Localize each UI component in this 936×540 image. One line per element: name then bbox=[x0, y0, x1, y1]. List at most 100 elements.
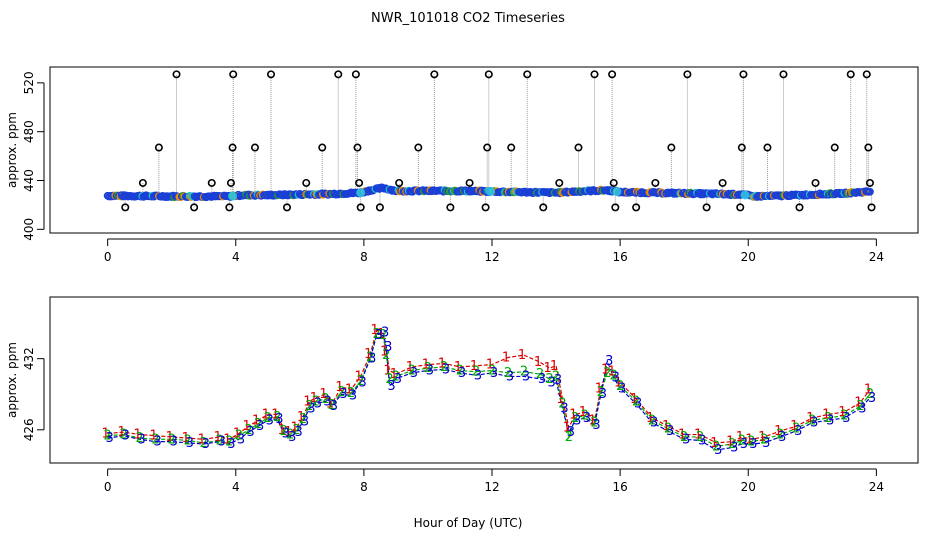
series-marker-1: 1 bbox=[242, 419, 250, 434]
bottom-plot-frame bbox=[49, 296, 919, 464]
series-marker-2: 2 bbox=[747, 435, 755, 450]
series-marker-2: 2 bbox=[292, 423, 300, 438]
series-marker-3: 3 bbox=[307, 401, 315, 416]
outlier-point bbox=[207, 178, 216, 187]
outlier-point bbox=[683, 70, 692, 79]
outlier-point bbox=[138, 178, 147, 187]
baseline-point bbox=[866, 187, 874, 196]
outlier-point bbox=[154, 143, 163, 152]
series-marker-2: 2 bbox=[565, 430, 573, 445]
series-marker-2: 2 bbox=[546, 372, 554, 387]
series-marker-1: 1 bbox=[864, 382, 872, 397]
series-marker-3: 3 bbox=[375, 328, 383, 343]
outlier-point bbox=[225, 203, 234, 212]
outlier-point bbox=[446, 203, 455, 212]
series-marker-3: 3 bbox=[266, 413, 274, 428]
series-marker-1: 1 bbox=[166, 430, 174, 445]
series-line-3 bbox=[107, 331, 871, 451]
series-marker-3: 3 bbox=[282, 426, 290, 441]
series-marker-2: 2 bbox=[136, 431, 144, 446]
series-marker-2: 2 bbox=[337, 385, 345, 400]
series-marker-1: 1 bbox=[262, 407, 270, 422]
series-marker-2: 2 bbox=[408, 364, 416, 379]
series-marker-3: 3 bbox=[605, 354, 613, 369]
outlier-point bbox=[226, 178, 235, 187]
series-marker-3: 3 bbox=[740, 437, 748, 452]
series-marker-3: 3 bbox=[826, 413, 834, 428]
outlier-point bbox=[375, 203, 384, 212]
series-marker-2: 2 bbox=[184, 433, 192, 448]
series-marker-1: 1 bbox=[319, 387, 327, 402]
figure-title: NWR_101018 CO2 Timeseries bbox=[371, 11, 565, 26]
outlier-point bbox=[228, 143, 237, 152]
outlier-point bbox=[736, 203, 745, 212]
series-marker-1: 1 bbox=[608, 365, 616, 380]
series-marker-2: 2 bbox=[321, 392, 329, 407]
series-marker-3: 3 bbox=[810, 416, 818, 431]
series-marker-1: 1 bbox=[383, 364, 391, 379]
series-marker-3: 3 bbox=[634, 397, 642, 412]
series-marker-2: 2 bbox=[558, 397, 566, 412]
series-marker-2: 2 bbox=[866, 387, 874, 402]
x-axis-label: Hour of Day (UTC) bbox=[414, 516, 523, 530]
series-marker-2: 2 bbox=[254, 417, 262, 432]
series-marker-2: 2 bbox=[520, 365, 528, 380]
series-marker-2: 2 bbox=[680, 430, 688, 445]
series-marker-1: 1 bbox=[364, 347, 372, 362]
top-x-tick-label: 20 bbox=[741, 250, 756, 264]
series-marker-2: 2 bbox=[216, 433, 224, 448]
series-marker-1: 1 bbox=[290, 420, 298, 435]
outlier-point bbox=[609, 178, 618, 187]
outlier-point bbox=[172, 70, 181, 79]
series-marker-3: 3 bbox=[599, 387, 607, 402]
outlier-point bbox=[353, 143, 362, 152]
outlier-point bbox=[465, 178, 474, 187]
series-marker-2: 2 bbox=[225, 435, 233, 450]
top-axes: 0 4 8 12 16 20 24 400 440 480 520 bbox=[22, 71, 884, 264]
series-marker-1: 1 bbox=[614, 375, 622, 390]
series-marker-3: 3 bbox=[349, 388, 357, 403]
series-marker-1: 1 bbox=[694, 428, 702, 443]
top-y-tick-label: 440 bbox=[22, 169, 36, 192]
outlier-point bbox=[539, 203, 548, 212]
series-marker-1: 1 bbox=[390, 367, 398, 382]
series-marker-2: 2 bbox=[610, 368, 618, 383]
series-marker-2: 2 bbox=[235, 429, 243, 444]
series-marker-1: 1 bbox=[284, 425, 292, 440]
series-marker-2: 2 bbox=[299, 412, 307, 427]
outlier-point bbox=[718, 178, 727, 187]
series-marker-2: 2 bbox=[760, 432, 768, 447]
series-marker-3: 3 bbox=[384, 340, 392, 355]
outlier-point bbox=[507, 143, 516, 152]
calibration-point bbox=[740, 190, 750, 200]
series-marker-1: 1 bbox=[579, 405, 587, 420]
calibration-point bbox=[485, 186, 495, 196]
series-marker-2: 2 bbox=[244, 423, 252, 438]
series-marker-3: 3 bbox=[842, 411, 850, 426]
series-marker-3: 3 bbox=[666, 424, 674, 439]
outlier-point bbox=[483, 143, 492, 152]
series-marker-1: 1 bbox=[563, 420, 571, 435]
calibration-point bbox=[612, 187, 622, 197]
series-marker-1: 1 bbox=[854, 396, 862, 411]
series-marker-2: 2 bbox=[286, 428, 294, 443]
series-marker-1: 1 bbox=[310, 391, 318, 406]
bottom-x-tick-label: 24 bbox=[869, 480, 884, 494]
top-y-axis-label: approx. ppm bbox=[5, 112, 19, 188]
series-marker-2: 2 bbox=[712, 439, 720, 454]
outlier-point bbox=[302, 178, 311, 187]
series-marker-1: 1 bbox=[102, 426, 110, 441]
series-marker-3: 3 bbox=[749, 437, 757, 452]
series-marker-2: 2 bbox=[664, 422, 672, 437]
series-marker-2: 2 bbox=[373, 327, 381, 342]
series-marker-1: 1 bbox=[502, 350, 510, 365]
series-marker-2: 2 bbox=[648, 413, 656, 428]
series-marker-1: 1 bbox=[745, 432, 753, 447]
series-marker-2: 2 bbox=[603, 366, 611, 381]
outlier-point bbox=[121, 203, 130, 212]
outlier-point bbox=[484, 70, 493, 79]
outlier-point bbox=[481, 203, 490, 212]
top-y-tick-label: 400 bbox=[22, 218, 36, 241]
series-marker-2: 2 bbox=[152, 432, 160, 447]
series-marker-3: 3 bbox=[218, 435, 226, 450]
